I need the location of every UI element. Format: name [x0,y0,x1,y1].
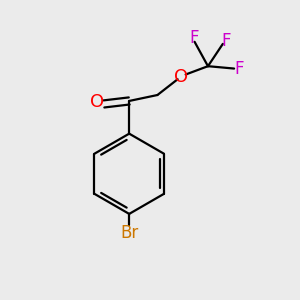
Text: F: F [222,32,231,50]
Text: O: O [174,68,188,85]
Text: Br: Br [120,224,138,242]
Text: O: O [90,93,104,111]
Text: F: F [190,29,199,47]
Text: F: F [235,60,244,78]
